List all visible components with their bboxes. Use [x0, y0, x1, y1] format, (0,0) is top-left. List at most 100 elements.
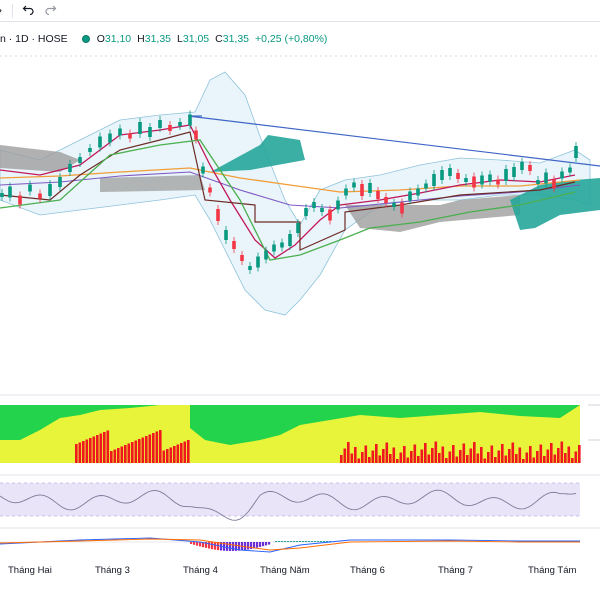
macd-bar — [299, 541, 302, 542]
candle — [488, 174, 492, 182]
histo-bar — [343, 448, 347, 463]
macd-bar — [196, 542, 199, 546]
histo-bar — [375, 444, 378, 463]
histo-bar — [134, 440, 138, 463]
macd-bar — [214, 542, 217, 550]
macd-bar — [256, 542, 259, 548]
macd-bar — [278, 541, 281, 542]
histo-bar — [420, 449, 424, 463]
histo-bar — [406, 457, 410, 463]
candle — [88, 148, 92, 152]
histo-bar — [127, 443, 131, 463]
cloud-gray-3 — [345, 195, 520, 232]
macd-bar — [281, 541, 284, 542]
histo-bar — [371, 450, 375, 463]
candle — [288, 234, 292, 246]
candle — [552, 179, 556, 189]
histo-bar — [536, 451, 539, 463]
histo-bar — [166, 449, 169, 463]
open-value: 31,10 — [104, 33, 132, 45]
histo-bar — [508, 449, 511, 463]
candle — [248, 266, 252, 270]
macd-bar — [202, 542, 205, 548]
macd-bar — [317, 541, 320, 542]
candle — [256, 256, 260, 268]
histo-bar — [431, 448, 434, 463]
macd-bar — [199, 542, 202, 547]
toolbar-divider — [12, 4, 13, 18]
undo-icon[interactable] — [22, 3, 34, 18]
macd-bar — [290, 541, 293, 542]
histo-bar — [141, 437, 145, 463]
redo-icon[interactable] — [45, 3, 57, 18]
candle — [38, 193, 42, 199]
macd-bar — [232, 542, 235, 551]
macd-bar — [244, 542, 247, 550]
histo-bar — [473, 442, 476, 463]
histo-bar — [434, 441, 438, 463]
histo-bar — [490, 445, 494, 463]
candle — [432, 174, 436, 186]
histo-bar — [550, 443, 553, 463]
candle — [392, 203, 396, 207]
macd-bar — [247, 542, 250, 550]
histo-bar — [445, 458, 448, 463]
histo-bar — [85, 439, 89, 463]
candle — [48, 184, 52, 196]
cloud-gray-1 — [0, 145, 80, 172]
histo-bar — [162, 450, 166, 463]
candle — [0, 193, 4, 197]
histo-bar — [497, 450, 501, 463]
histo-bar — [368, 457, 371, 463]
histo-bar — [96, 435, 99, 463]
close-value: 31,35 — [222, 33, 250, 45]
candle — [168, 125, 172, 131]
symbol-name[interactable]: n · 1D · HOSE — [0, 33, 68, 45]
histo-bar — [476, 453, 480, 463]
macd-bar — [302, 541, 305, 542]
dropdown-icon[interactable]: › — [0, 3, 2, 17]
macd-bar — [296, 541, 299, 542]
histo-bar — [574, 451, 578, 463]
month-label: Tháng Hai — [8, 565, 52, 576]
candle — [448, 168, 452, 176]
histo-bar — [424, 443, 427, 463]
histo-bar — [82, 441, 85, 463]
top-toolbar: › — [0, 0, 600, 22]
histo-bar — [378, 455, 382, 463]
histo-bar — [567, 446, 571, 463]
histo-bar — [103, 432, 106, 463]
histo-bar — [99, 433, 103, 463]
macd-bar — [305, 541, 308, 542]
histo-bar — [152, 433, 155, 463]
candle — [408, 191, 412, 201]
histo-bar — [515, 454, 518, 463]
histo-bar — [357, 458, 361, 463]
candle — [296, 223, 300, 233]
histo-bar — [522, 459, 525, 463]
histo-bar — [148, 434, 152, 463]
symbol-legend: n · 1D · HOSE O 31,10 H 31,35 L 31,05 C … — [0, 30, 327, 48]
histo-bar — [176, 444, 180, 463]
histo-bar — [483, 458, 487, 463]
macd-bar — [238, 542, 241, 551]
macd-bar — [323, 541, 326, 542]
candle — [58, 177, 62, 187]
macd-bar — [226, 542, 229, 551]
histo-bar — [539, 444, 543, 463]
candle — [98, 136, 102, 148]
histo-bar — [75, 444, 78, 463]
month-label: Tháng Năm — [260, 565, 310, 576]
candle — [360, 184, 364, 196]
candle — [560, 171, 564, 179]
low-value: 31,05 — [182, 33, 210, 45]
macd-bar — [229, 542, 232, 551]
macd-bar — [259, 542, 262, 547]
candle — [148, 127, 152, 137]
histo-bar — [138, 439, 141, 463]
histo-bar — [564, 453, 567, 463]
histo-bar — [452, 445, 455, 463]
candle — [400, 202, 404, 214]
histo-bar — [389, 454, 392, 463]
